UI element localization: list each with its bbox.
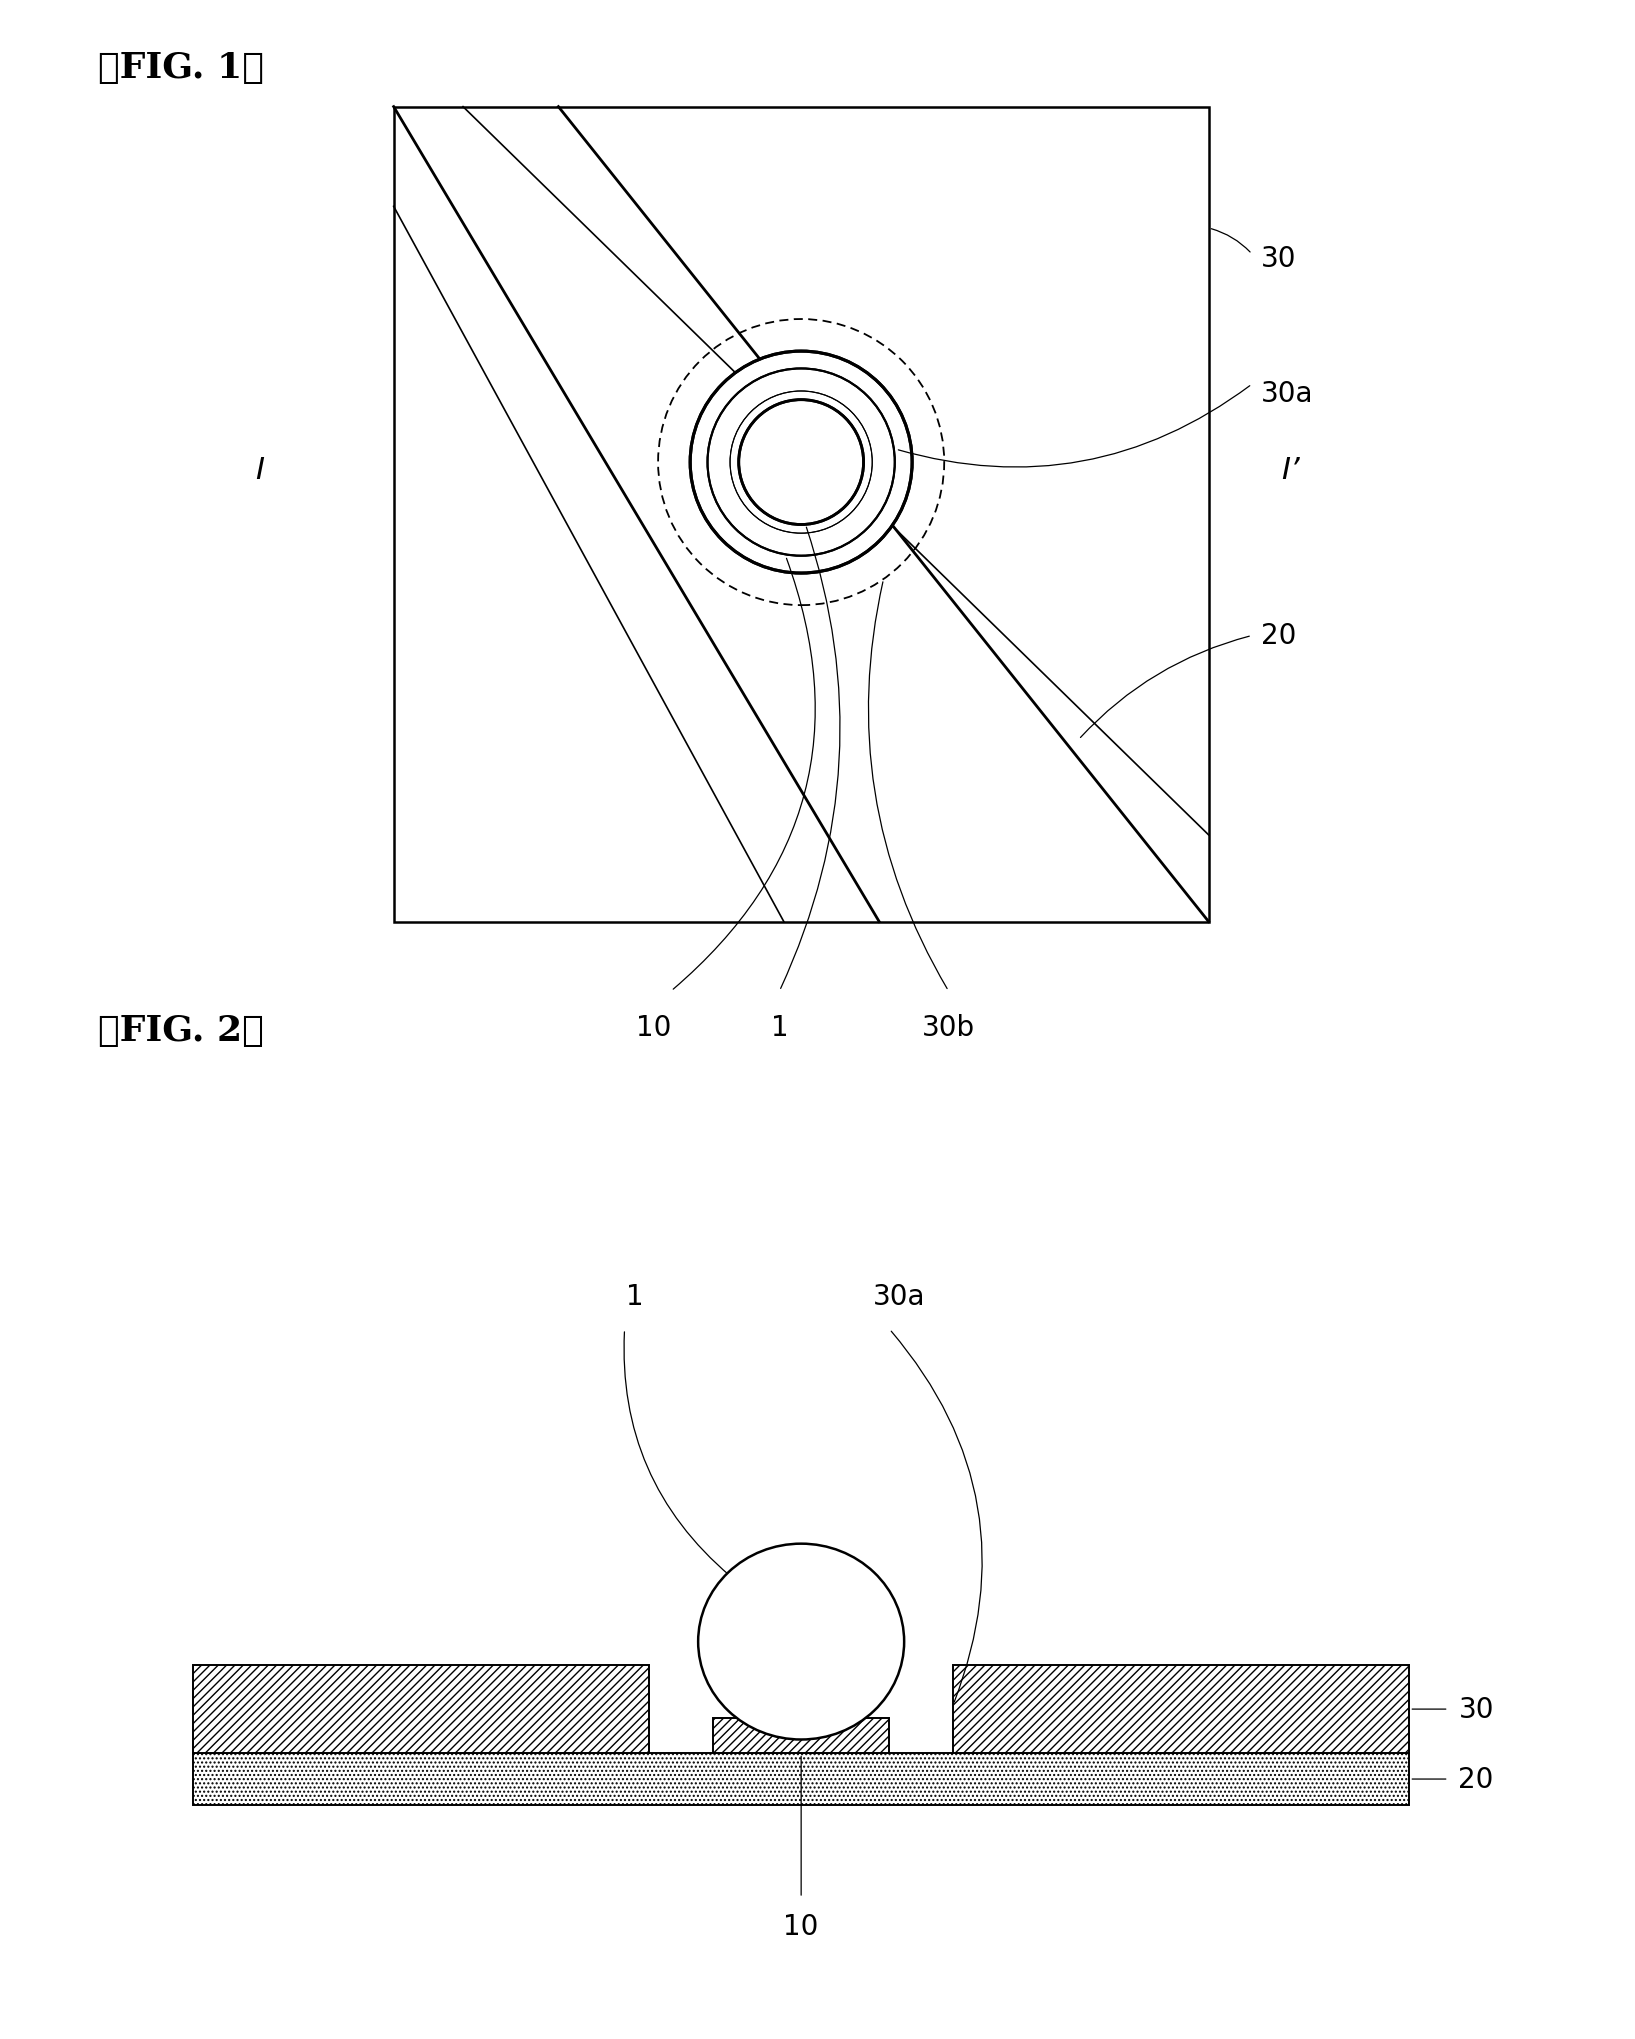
Text: I: I	[255, 455, 263, 485]
Bar	[953, 1666, 1409, 1754]
Text: I’: I’	[1282, 455, 1300, 485]
Text: 10: 10	[783, 1913, 819, 1939]
Text: 30: 30	[1261, 245, 1297, 273]
Text: 30a: 30a	[873, 1283, 925, 1311]
Text: 』FIG. 1』: 』FIG. 1』	[98, 51, 263, 86]
Text: 30a: 30a	[1261, 379, 1313, 408]
Text: 1: 1	[770, 1013, 788, 1042]
Bar	[713, 1719, 889, 1754]
Circle shape	[690, 353, 912, 573]
Text: 20: 20	[1458, 1766, 1494, 1792]
Text: 』FIG. 2』: 』FIG. 2』	[98, 1013, 263, 1048]
Bar	[193, 1666, 649, 1754]
Text: 30b: 30b	[922, 1013, 974, 1042]
Bar	[193, 1754, 1409, 1805]
Circle shape	[698, 1544, 904, 1739]
Text: 1: 1	[626, 1283, 643, 1311]
Text: 10: 10	[636, 1013, 672, 1042]
Text: 20: 20	[1261, 622, 1297, 650]
Text: 30: 30	[1458, 1694, 1494, 1723]
